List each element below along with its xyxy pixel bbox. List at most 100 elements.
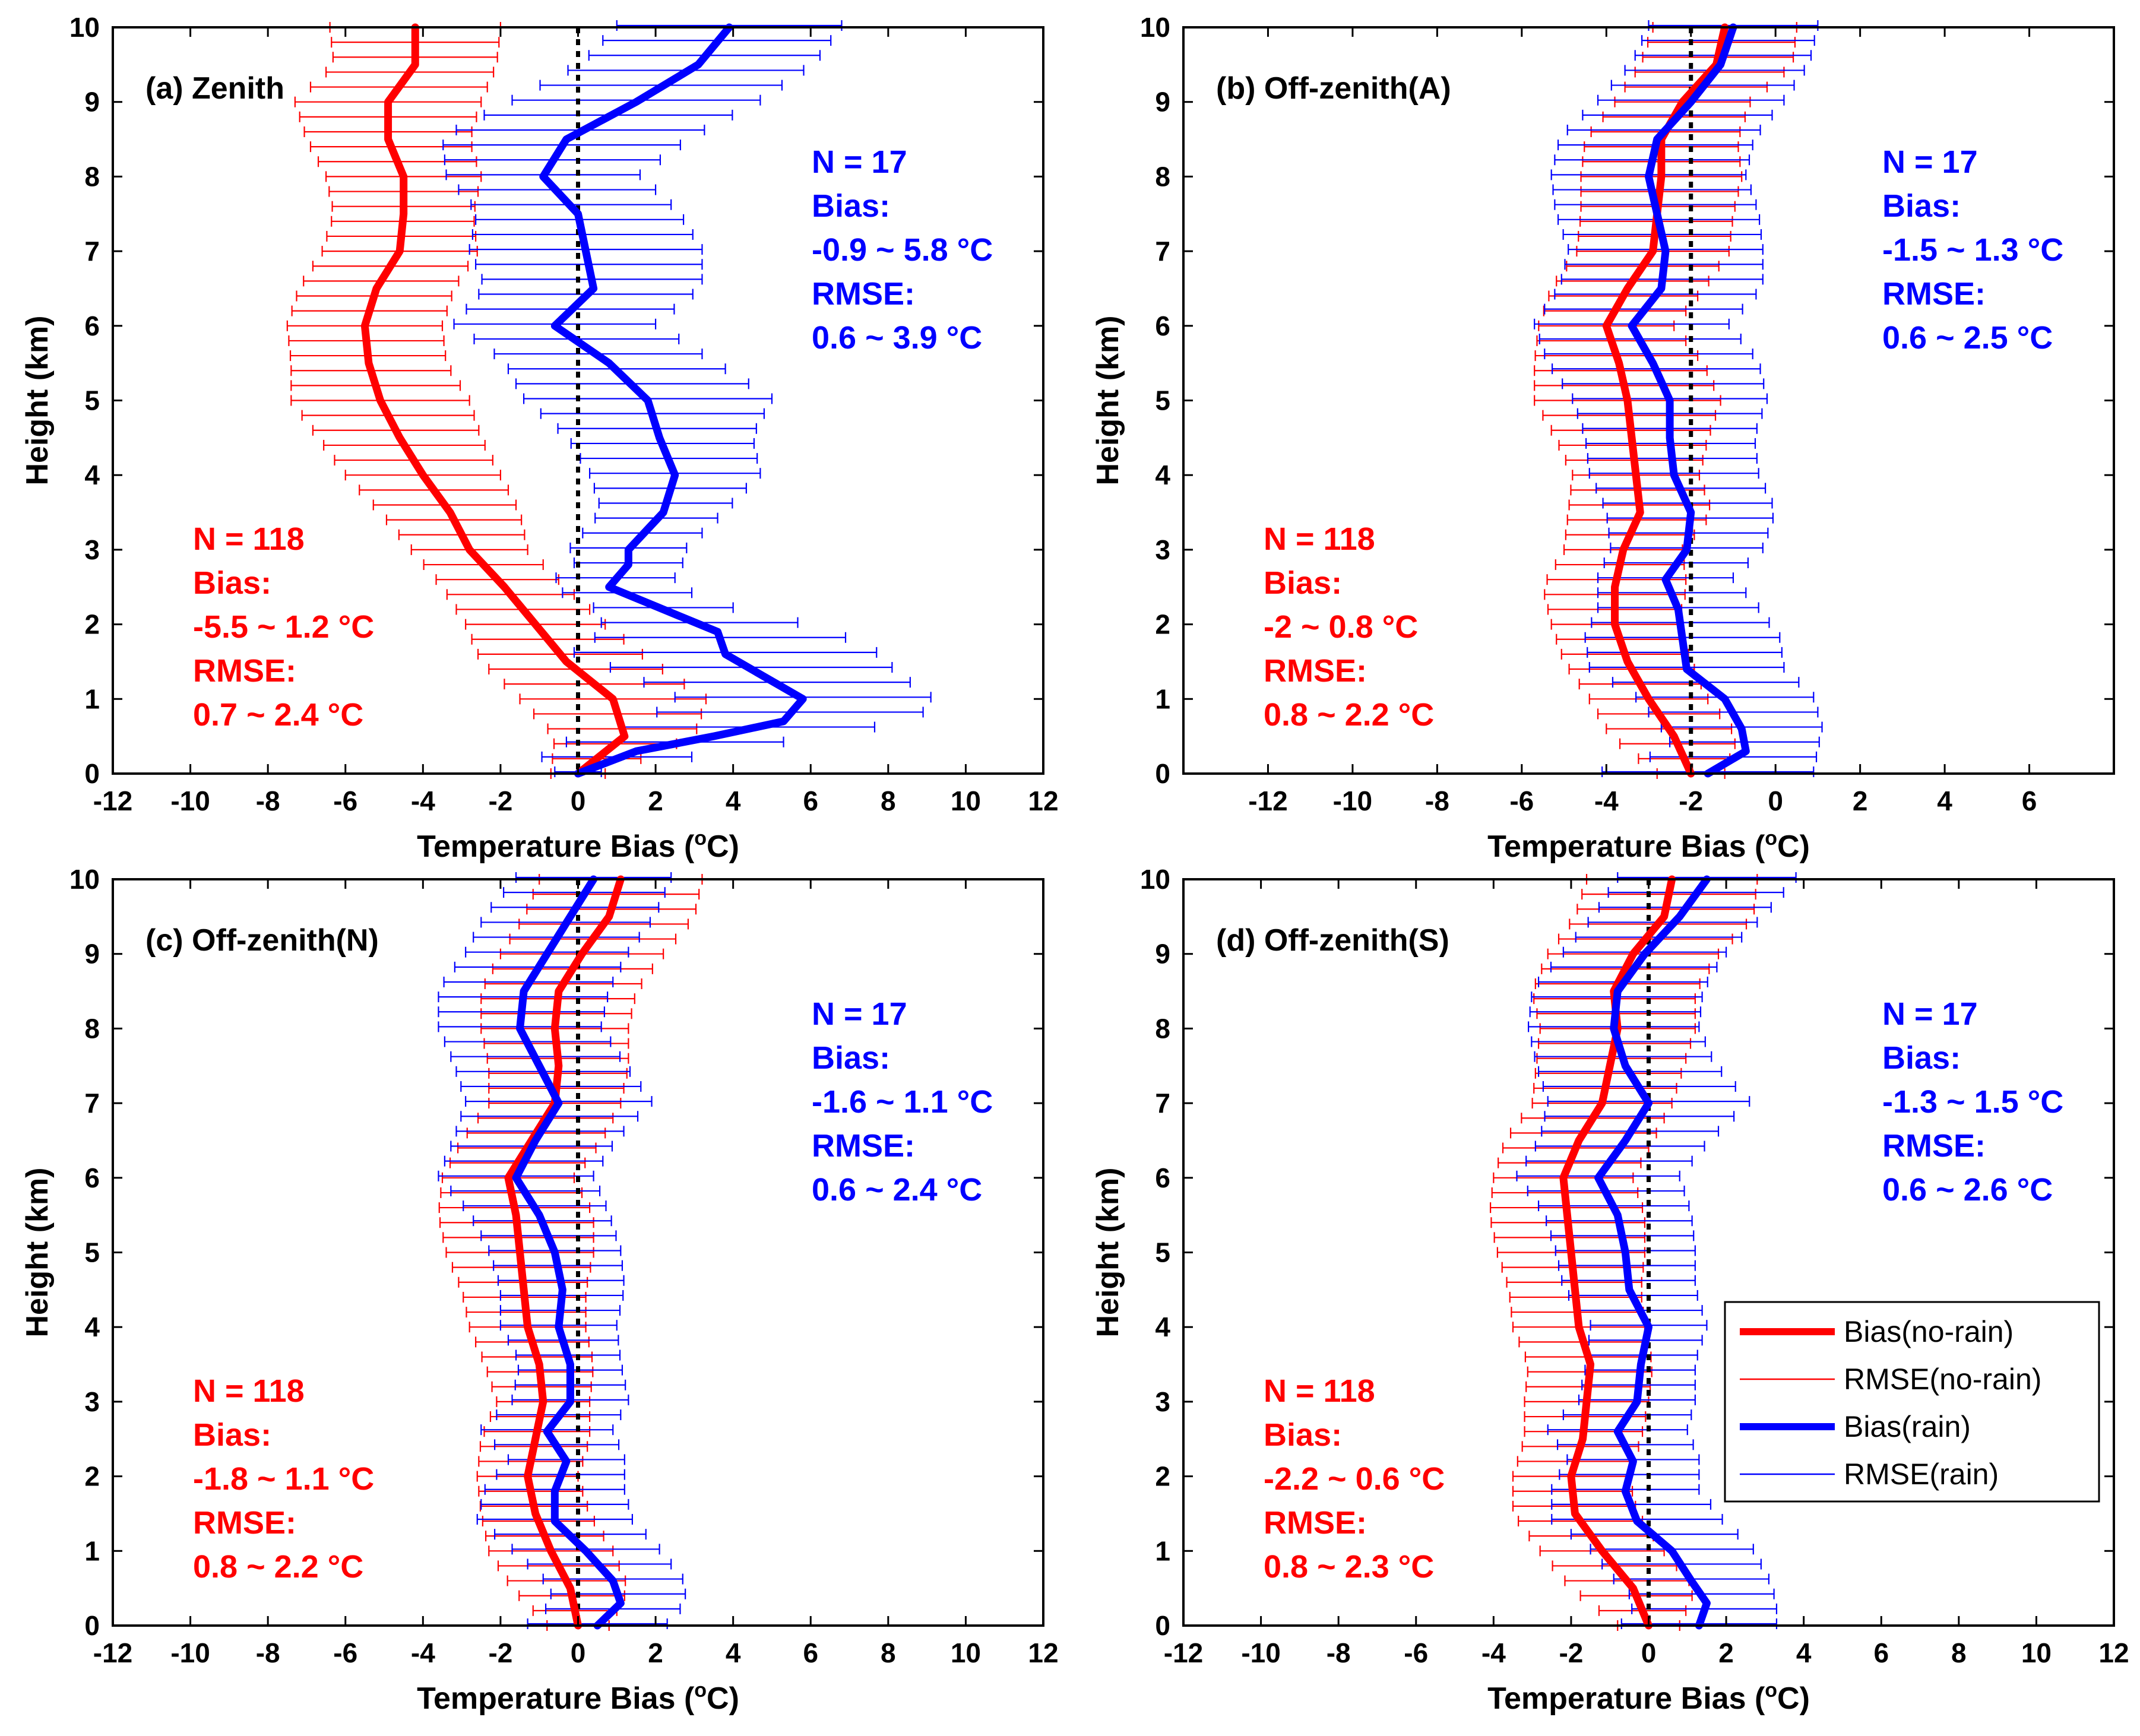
annotation-norain: 0.8 ~ 2.2 °C — [193, 1549, 363, 1585]
x-tick-label: 2 — [648, 1637, 663, 1668]
y-tick-label: 3 — [84, 1386, 100, 1417]
bias-line-norain — [504, 875, 625, 1630]
x-tick-label: -12 — [1248, 785, 1287, 816]
annotation-rain: RMSE: — [1882, 276, 1986, 312]
x-tick-label: 6 — [803, 1637, 818, 1668]
annotation-rain: N = 17 — [812, 144, 907, 180]
bias-line-rain — [1594, 875, 1711, 1630]
rmse-errorbars-rain — [442, 20, 932, 777]
annotation-rain: RMSE: — [812, 276, 915, 312]
y-tick-label: 0 — [84, 758, 100, 789]
bias-line-rain — [539, 23, 807, 778]
annotation-norain: RMSE: — [1264, 653, 1367, 689]
annotation-rain: 0.6 ~ 2.5 °C — [1882, 320, 2053, 356]
x-tick-label: -2 — [1559, 1637, 1583, 1668]
x-tick-label: 0 — [1768, 785, 1783, 816]
y-tick-label: 6 — [84, 311, 100, 341]
annotation-norain: Bias: — [1264, 565, 1342, 601]
x-tick-label: 4 — [726, 785, 741, 816]
y-axis-label: Height (km) — [1091, 316, 1125, 486]
y-tick-label: 5 — [84, 385, 100, 416]
annotation-rain: RMSE: — [812, 1128, 915, 1164]
y-tick-label: 4 — [84, 460, 100, 490]
panel-title: (c) Off-zenith(N) — [145, 923, 379, 958]
x-tick-label: 8 — [1951, 1637, 1967, 1668]
y-tick-label: 8 — [1155, 1013, 1170, 1044]
annotation-rain: -1.3 ~ 1.5 °C — [1882, 1084, 2063, 1120]
y-tick-label: 9 — [1155, 939, 1170, 970]
x-tick-label: -6 — [1404, 1637, 1428, 1668]
x-tick-label: 2 — [1853, 785, 1868, 816]
y-tick-label: 9 — [1155, 87, 1170, 118]
x-tick-label: -10 — [1241, 1637, 1280, 1668]
annotation-norain: Bias: — [1264, 1417, 1342, 1453]
annotation-norain: N = 118 — [1264, 521, 1375, 557]
x-tick-label: 4 — [1937, 785, 1952, 816]
rmse-errorbars-norain — [438, 874, 703, 1631]
y-tick-label: 3 — [84, 534, 100, 565]
x-tick-label: -6 — [333, 785, 357, 816]
annotation-norain: RMSE: — [193, 1505, 296, 1541]
x-tick-label: -10 — [1333, 785, 1372, 816]
panel-title: (a) Zenith — [145, 71, 284, 106]
annotation-rain: 0.6 ~ 3.9 °C — [812, 320, 982, 356]
y-tick-label: 8 — [1155, 161, 1170, 192]
legend-label: RMSE(no-rain) — [1844, 1363, 2041, 1396]
y-tick-label: 10 — [1140, 864, 1170, 895]
y-tick-label: 7 — [84, 236, 100, 267]
legend: Bias(no-rain) RMSE(no-rain) Bias(rain) RMSE… — [1724, 1301, 2100, 1503]
x-tick-label: 4 — [726, 1637, 741, 1668]
x-tick-label: 4 — [1796, 1637, 1812, 1668]
annotation-norain: N = 118 — [1264, 1373, 1375, 1409]
y-tick-label: 10 — [69, 864, 100, 895]
x-tick-label: 2 — [648, 785, 663, 816]
annotation-rain: 0.6 ~ 2.4 °C — [812, 1172, 982, 1208]
x-tick-label: 12 — [1028, 1637, 1058, 1668]
annotation-rain: N = 17 — [1882, 144, 1978, 180]
bias-line-norain — [360, 23, 629, 778]
y-tick-label: 0 — [84, 1610, 100, 1641]
x-tick-label: 10 — [951, 1637, 981, 1668]
y-tick-label: 6 — [84, 1162, 100, 1193]
y-tick-label: 7 — [84, 1088, 100, 1119]
x-tick-label: 0 — [1641, 1637, 1657, 1668]
x-tick-label: 2 — [1718, 1637, 1734, 1668]
annotation-rain: N = 17 — [1882, 996, 1978, 1032]
bias-line-norain — [1602, 23, 1729, 778]
annotation-rain: -1.5 ~ 1.3 °C — [1882, 232, 2063, 268]
y-tick-label: 2 — [1155, 1461, 1170, 1492]
x-tick-label: 0 — [571, 785, 586, 816]
x-tick-label: -12 — [93, 1637, 132, 1668]
x-tick-label: 10 — [2021, 1637, 2052, 1668]
annotation-norain: -5.5 ~ 1.2 °C — [193, 609, 374, 645]
rmse-errorbars-rain — [1516, 872, 1797, 1629]
y-axis-label: Height (km) — [1091, 1168, 1125, 1338]
x-tick-label: -8 — [256, 1637, 280, 1668]
x-tick-label: 6 — [2022, 785, 2037, 816]
annotation-norain: RMSE: — [1264, 1505, 1367, 1541]
x-tick-label: -6 — [333, 1637, 357, 1668]
x-tick-label: -8 — [1327, 1637, 1351, 1668]
annotation-norain: -2 ~ 0.8 °C — [1264, 609, 1418, 645]
x-tick-label: 12 — [1028, 785, 1058, 816]
annotation-rain: Bias: — [812, 188, 890, 224]
annotation-rain: RMSE: — [1882, 1128, 1986, 1164]
x-tick-label: -12 — [1164, 1637, 1203, 1668]
x-tick-label: -12 — [93, 785, 132, 816]
y-axis-label: Height (km) — [20, 316, 55, 486]
y-tick-label: 5 — [84, 1237, 100, 1268]
bias-line-rain — [1628, 23, 1750, 778]
y-tick-label: 8 — [84, 1013, 100, 1044]
x-axis-label: Temperature Bias (oC) — [1487, 1679, 1810, 1716]
x-tick-label: -6 — [1509, 785, 1534, 816]
y-tick-label: 4 — [1155, 1311, 1170, 1342]
y-tick-label: 0 — [1155, 758, 1170, 789]
annotation-norain: RMSE: — [193, 653, 296, 689]
x-axis-label: Temperature Bias (oC) — [417, 1679, 739, 1716]
panel-title: (d) Off-zenith(S) — [1216, 923, 1449, 958]
annotation-rain: Bias: — [812, 1040, 890, 1076]
y-tick-label: 1 — [84, 1535, 100, 1566]
y-tick-label: 1 — [1155, 1535, 1170, 1566]
annotation-norain: 0.8 ~ 2.3 °C — [1264, 1549, 1434, 1585]
annotation-norain: -1.8 ~ 1.1 °C — [193, 1461, 374, 1497]
